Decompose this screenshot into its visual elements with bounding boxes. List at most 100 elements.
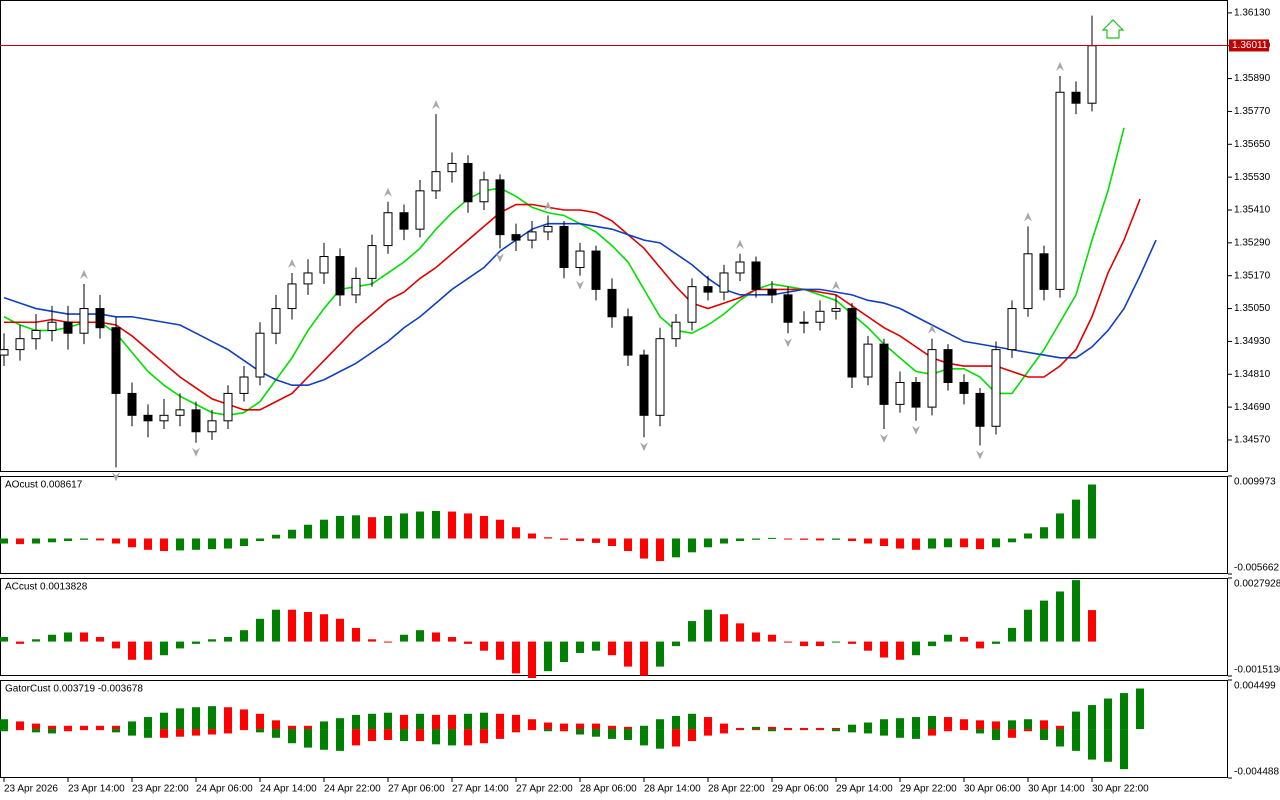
histogram-bar bbox=[208, 639, 216, 642]
histogram-bar bbox=[336, 718, 344, 730]
histogram-bar bbox=[1024, 729, 1032, 732]
histogram-bar bbox=[320, 721, 328, 730]
histogram-bar bbox=[640, 641, 648, 676]
histogram-bar bbox=[560, 729, 568, 732]
histogram-bar bbox=[384, 515, 392, 539]
candle-body bbox=[415, 190, 425, 230]
candle-body bbox=[495, 179, 505, 236]
histogram-bar bbox=[944, 538, 952, 548]
histogram-bar bbox=[768, 634, 776, 642]
histogram-bar bbox=[528, 729, 536, 731]
histogram-bar bbox=[480, 712, 488, 730]
histogram-bar bbox=[384, 712, 392, 730]
candle-body bbox=[351, 277, 361, 296]
candle-body bbox=[783, 294, 793, 323]
histogram-bar bbox=[992, 721, 1000, 730]
histogram-bar bbox=[256, 713, 264, 730]
candle-body bbox=[31, 329, 41, 340]
buy-signal-arrow bbox=[1101, 19, 1125, 39]
histogram-bar bbox=[784, 727, 792, 730]
candle-body bbox=[847, 308, 857, 378]
x-tick-label: 23 Apr 2026 bbox=[4, 784, 58, 795]
histogram-bar bbox=[800, 727, 808, 730]
histogram-bar bbox=[1008, 720, 1016, 730]
histogram-bar bbox=[784, 729, 792, 731]
histogram-bar bbox=[176, 729, 184, 737]
histogram-bar bbox=[592, 538, 600, 543]
histogram-bar bbox=[656, 538, 664, 562]
histogram-bar bbox=[784, 538, 792, 540]
candle-body bbox=[687, 286, 697, 323]
histogram-bar bbox=[528, 641, 536, 678]
histogram-bar bbox=[656, 641, 664, 667]
histogram-bar bbox=[1088, 705, 1096, 730]
histogram-bar bbox=[288, 609, 296, 642]
histogram-bar bbox=[320, 519, 328, 539]
histogram-bar bbox=[784, 641, 792, 643]
histogram-bar bbox=[976, 538, 984, 550]
histogram-bar bbox=[144, 641, 152, 660]
histogram-bar bbox=[512, 729, 520, 733]
histogram-bar bbox=[192, 707, 200, 730]
histogram-bar bbox=[176, 538, 184, 551]
candle-body bbox=[559, 225, 569, 268]
histogram-bar bbox=[496, 519, 504, 539]
histogram-bar bbox=[496, 729, 504, 739]
y-tick-label: -0.0015130 bbox=[1234, 665, 1280, 676]
x-tick-label: 28 Apr 06:00 bbox=[580, 784, 637, 795]
histogram-bar bbox=[80, 729, 88, 731]
y-tick-label: 1.34810 bbox=[1234, 369, 1271, 380]
histogram-bar bbox=[64, 729, 72, 732]
histogram-bar bbox=[976, 729, 984, 734]
histogram-bar bbox=[16, 538, 24, 545]
histogram-bar bbox=[1120, 729, 1128, 770]
fractal-down bbox=[784, 338, 792, 348]
fractal-down bbox=[880, 434, 888, 444]
histogram-bar bbox=[304, 524, 312, 539]
histogram-bar bbox=[480, 515, 488, 539]
histogram-bar bbox=[240, 538, 248, 547]
histogram-bar bbox=[240, 729, 248, 731]
histogram-bar bbox=[752, 726, 760, 730]
histogram-bar bbox=[640, 729, 648, 746]
histogram-bar bbox=[432, 632, 440, 642]
candle-body bbox=[383, 212, 393, 247]
histogram-bar bbox=[368, 517, 376, 539]
x-tick-label: 30 Apr 14:00 bbox=[1028, 784, 1085, 795]
candle-body bbox=[911, 381, 921, 408]
histogram-bar bbox=[1072, 499, 1080, 539]
histogram-bar bbox=[224, 637, 232, 642]
current-price-box bbox=[1229, 39, 1269, 52]
histogram-bar bbox=[960, 538, 968, 548]
histogram-bar bbox=[832, 538, 840, 540]
histogram-bar bbox=[576, 723, 584, 730]
histogram-bar bbox=[608, 641, 616, 656]
candle-body bbox=[831, 308, 841, 312]
histogram-bar bbox=[112, 641, 120, 649]
histogram-bar bbox=[944, 634, 952, 642]
histogram-bar bbox=[336, 618, 344, 642]
histogram-bar bbox=[384, 641, 392, 643]
histogram-bar bbox=[528, 719, 536, 730]
histogram-bar bbox=[192, 729, 200, 736]
histogram-bar bbox=[512, 641, 520, 674]
candle-body bbox=[719, 272, 729, 293]
histogram-bar bbox=[464, 713, 472, 730]
candle-body bbox=[959, 381, 969, 394]
candle-body bbox=[239, 376, 249, 394]
histogram-bar bbox=[80, 632, 88, 642]
histogram-bar bbox=[624, 641, 632, 667]
histogram-bar bbox=[192, 641, 200, 644]
histogram-bar bbox=[144, 538, 152, 550]
histogram-bar bbox=[528, 533, 536, 539]
histogram-bar bbox=[1008, 538, 1016, 543]
histogram-bar bbox=[800, 729, 808, 731]
histogram-bar bbox=[240, 630, 248, 642]
histogram-bar bbox=[752, 538, 760, 540]
candle-body bbox=[879, 343, 889, 405]
candle-body bbox=[527, 231, 537, 241]
histogram-bar bbox=[64, 538, 72, 542]
candle-body bbox=[671, 321, 681, 340]
histogram-bar bbox=[160, 712, 168, 730]
histogram-bar bbox=[464, 729, 472, 746]
